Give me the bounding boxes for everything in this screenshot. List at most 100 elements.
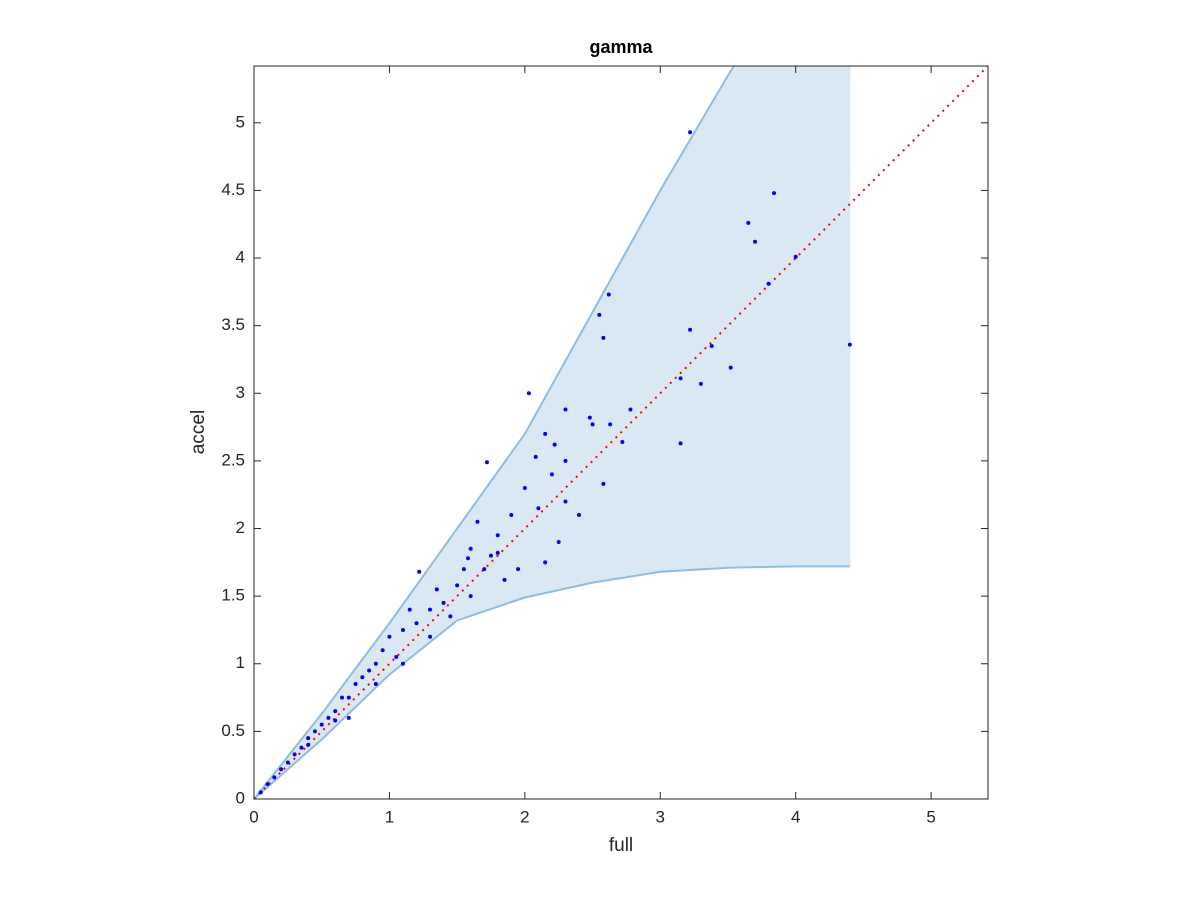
point [279,767,284,772]
point [299,745,304,750]
point [292,752,297,757]
point [495,550,500,555]
point [549,472,554,477]
plot-area [254,66,988,799]
point [465,556,470,561]
point [484,460,489,465]
point [620,439,625,444]
point [306,742,311,747]
band-edge [254,565,850,799]
point [333,718,338,723]
y-tick-label: 1.5 [221,586,245,605]
point [728,365,733,370]
point [475,519,480,524]
point [448,614,453,619]
point [367,668,372,673]
point [353,682,358,687]
point [373,682,378,687]
point [552,442,557,447]
point [346,715,351,720]
point [688,327,693,332]
point [753,239,758,244]
point [319,722,324,727]
point [258,790,263,795]
band-edge [254,66,736,799]
point [380,648,385,653]
point [628,407,633,412]
point [526,391,531,396]
point [522,485,527,490]
point [587,415,592,420]
point [407,607,412,612]
point [533,454,538,459]
y-tick-label: 0.5 [221,721,245,740]
point [400,627,405,632]
point [394,654,399,659]
y-tick-label: 4 [236,248,245,267]
point [688,130,693,135]
point [543,560,548,565]
point [312,729,317,734]
point [428,607,433,612]
reference-line [254,66,988,799]
point [306,736,311,741]
chart-title: gamma [589,37,653,57]
x-tick-label: 0 [249,807,258,826]
y-axis-label: accel [188,410,209,454]
y-tick-label: 5 [236,112,245,131]
point [698,381,703,386]
point [563,499,568,504]
point [563,407,568,412]
point [360,675,365,680]
point [468,546,473,551]
band-area [254,66,850,799]
point [563,458,568,463]
point [285,760,290,765]
point [709,343,714,348]
axes-box [253,65,989,800]
y-tick-label: 2 [236,518,245,537]
x-tick-label: 3 [656,807,665,826]
point [272,775,277,780]
point [333,709,338,714]
point [608,422,613,427]
point [326,715,331,720]
point [455,583,460,588]
point [400,661,405,666]
y-tick-label: 1 [236,653,245,672]
point [772,191,777,196]
point [556,540,561,545]
x-tick-label: 5 [926,807,935,826]
point [766,281,771,286]
y-tick-label: 4.5 [221,180,245,199]
point [606,292,611,297]
x-axis-label: full [609,835,633,856]
point [434,587,439,592]
x-tick-label: 1 [385,807,394,826]
point [601,481,606,486]
point [746,220,751,225]
point [577,512,582,517]
point [340,695,345,700]
y-tick-label: 2.5 [221,450,245,469]
point [678,376,683,381]
point [597,312,602,317]
y-tick-label: 3.5 [221,315,245,334]
point [482,567,487,572]
point [346,695,351,700]
point [265,782,270,787]
point [590,422,595,427]
point [847,342,852,347]
point [468,594,473,599]
point [428,634,433,639]
point [488,553,493,558]
y-tick-label: 0 [236,788,245,807]
point [414,621,419,626]
point [441,600,446,605]
point [461,567,466,572]
point [495,533,500,538]
point [536,506,541,511]
point [601,335,606,340]
point [516,567,521,572]
